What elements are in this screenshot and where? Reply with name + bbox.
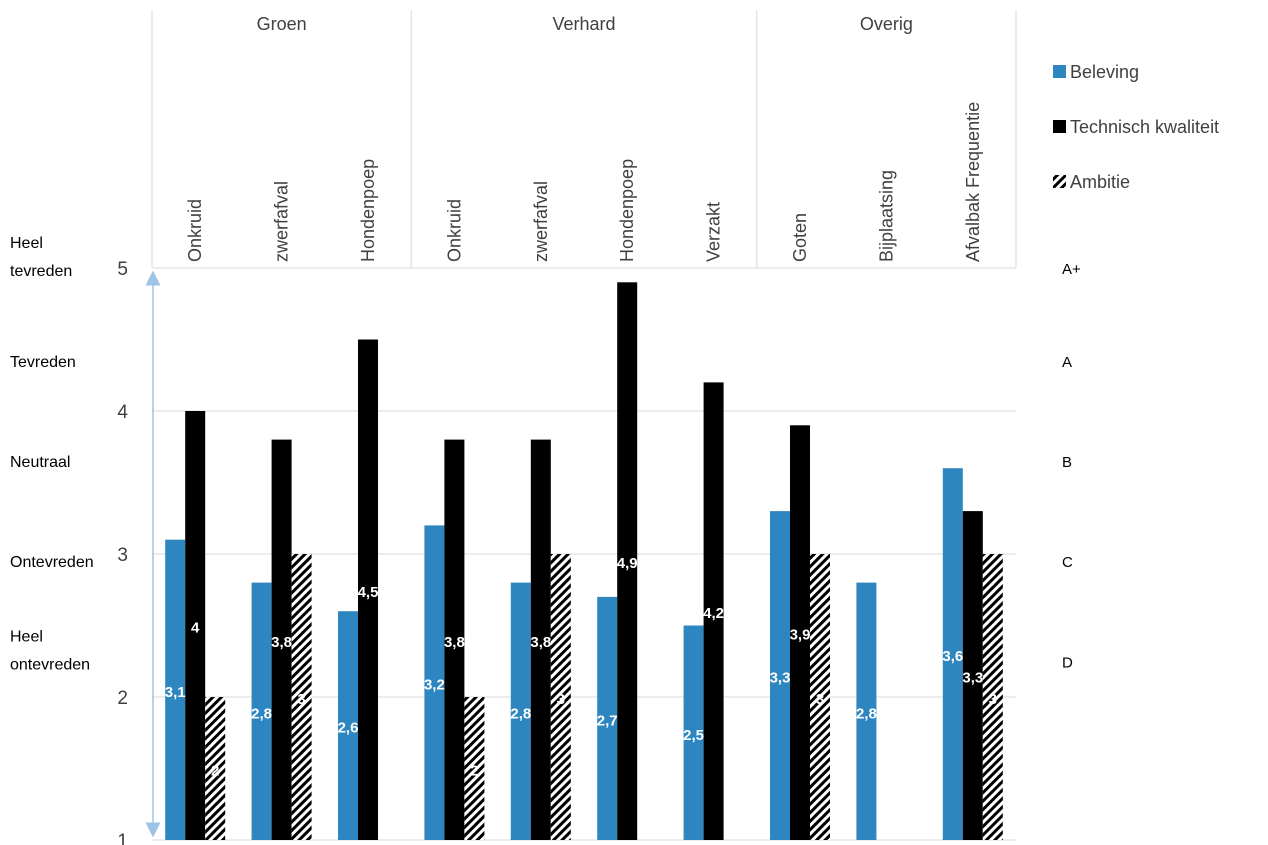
category-header: Groen Verhard Overig Onkruid zwerfafval Honde…	[151, 10, 1017, 269]
bar-beleving	[683, 625, 704, 840]
data-label: 3,8	[271, 634, 292, 651]
bar-beleving	[165, 539, 186, 840]
satisfaction-label: Neutraal	[10, 454, 70, 471]
bars	[165, 282, 1003, 840]
bar-ambitie	[205, 697, 226, 840]
data-label: 3,1	[165, 684, 186, 701]
bar-technisch-kwaliteit	[962, 511, 983, 840]
data-label: 4,9	[617, 555, 638, 572]
data-label: 4	[191, 620, 200, 637]
satisfaction-label: Heel	[10, 235, 43, 252]
y-tick-label: 4	[117, 402, 128, 423]
category-label: zwerfafval	[272, 181, 292, 262]
data-label: 3	[557, 691, 565, 708]
category-label: Hondenpoep	[617, 159, 637, 262]
bar-beleving	[770, 511, 790, 840]
data-label: 2,5	[683, 727, 704, 744]
legend-label[interactable]: Beleving	[1070, 62, 1139, 82]
data-label: 4,2	[703, 605, 724, 622]
data-label: 2,8	[856, 705, 877, 722]
data-label: 3,6	[942, 648, 963, 665]
data-labels: 3,1 4 2 2,8 3,8 3 2,6 4,5 3,2 3,8 2 2,8 3,8 3 2,7 4,9 2,…	[165, 555, 997, 779]
category-label: Afvalbak Frequentie	[963, 102, 983, 262]
category-label: Verzakt	[704, 202, 724, 262]
bar-technisch-kwaliteit	[358, 339, 378, 840]
bar-beleving	[251, 582, 272, 840]
data-label: 2,6	[338, 720, 359, 737]
data-label: 2	[211, 763, 219, 780]
satisfaction-label: Tevreden	[10, 354, 76, 371]
data-label: 2,7	[597, 712, 618, 729]
data-label: 2,8	[251, 705, 272, 722]
data-label: 2,8	[510, 705, 531, 722]
legend-swatch[interactable]	[1053, 175, 1066, 188]
data-label: 3	[297, 691, 305, 708]
bar-beleving	[424, 525, 445, 840]
bar-ambitie	[810, 554, 830, 840]
legend-label[interactable]: Technisch kwaliteit	[1070, 117, 1219, 137]
bar-ambitie	[464, 697, 485, 840]
y-tick-label: 1	[117, 831, 128, 845]
bar-ambitie	[291, 554, 312, 840]
data-label: 3,8	[530, 634, 551, 651]
bar-technisch-kwaliteit	[271, 439, 292, 840]
side-labels: Heel tevreden Tevreden Neutraal Ontevreden He…	[10, 235, 1081, 673]
data-label: 3,2	[424, 677, 445, 694]
bar-technisch-kwaliteit	[444, 439, 465, 840]
category-label: Hondenpoep	[358, 159, 378, 262]
data-label: 3,9	[790, 627, 811, 644]
data-label: 4,5	[358, 584, 379, 601]
grade-label: B	[1062, 454, 1072, 471]
legend[interactable]: Beleving Technisch kwaliteit Ambitie	[1053, 62, 1219, 192]
bar-beleving	[942, 468, 963, 840]
legend-label[interactable]: Ambitie	[1070, 172, 1130, 192]
satisfaction-label: Ontevreden	[10, 554, 94, 571]
bar-technisch-kwaliteit	[185, 411, 206, 840]
bar-technisch-kwaliteit	[703, 382, 724, 840]
data-label: 2	[470, 763, 478, 780]
group-label: Overig	[860, 14, 913, 34]
satisfaction-label: tevreden	[10, 263, 72, 280]
category-label: Goten	[790, 213, 810, 262]
grade-label: A	[1062, 354, 1072, 371]
satisfaction-label: Heel	[10, 628, 43, 645]
category-label: Bijplaatsing	[876, 170, 896, 262]
bar-technisch-kwaliteit	[617, 282, 638, 840]
y-axis: 1 2 3 4 5	[117, 259, 128, 845]
y-tick-label: 5	[117, 259, 128, 280]
y-tick-label: 3	[117, 545, 128, 566]
bar-ambitie	[550, 554, 571, 840]
y-tick-label: 2	[117, 688, 128, 709]
grade-label: C	[1062, 554, 1073, 571]
bar-beleving	[856, 582, 877, 840]
legend-swatch[interactable]	[1053, 65, 1066, 78]
data-label: 3	[989, 691, 997, 708]
grade-label: D	[1062, 654, 1073, 671]
data-label: 3	[816, 691, 824, 708]
grade-label: A+	[1062, 261, 1081, 278]
bar-beleving	[338, 611, 358, 840]
group-label: Verhard	[552, 14, 615, 34]
data-label: 3,3	[962, 670, 983, 687]
data-label: 3,3	[770, 670, 791, 687]
satisfaction-label: ontevreden	[10, 656, 90, 673]
bar-ambitie	[982, 554, 1003, 840]
legend-swatch[interactable]	[1053, 120, 1066, 133]
category-label: zwerfafval	[531, 181, 551, 262]
bar-beleving	[510, 582, 531, 840]
bar-technisch-kwaliteit	[530, 439, 551, 840]
category-label: Onkruid	[185, 199, 205, 262]
group-label: Groen	[257, 14, 307, 34]
category-label: Onkruid	[444, 199, 464, 262]
bar-beleving	[597, 596, 618, 840]
bar-technisch-kwaliteit	[790, 425, 810, 840]
data-label: 3,8	[444, 634, 465, 651]
